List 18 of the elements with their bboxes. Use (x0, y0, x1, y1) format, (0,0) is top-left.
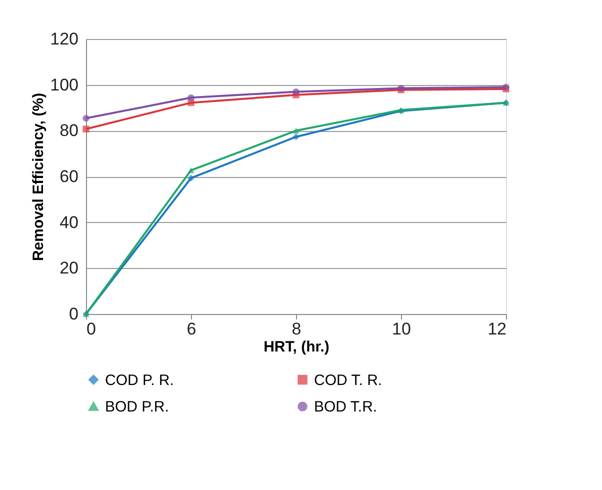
y-axis-title: Removal Efficiency, (%) (30, 92, 48, 262)
y-tick-label: 20 (60, 258, 78, 278)
x-tick-label: 6 (186, 320, 196, 338)
x-tick-label: 10 (392, 320, 411, 338)
y-tick-label: 60 (60, 167, 78, 186)
legend-label: COD T. R. (314, 372, 382, 389)
legend-label: BOD P.R. (105, 398, 169, 416)
x-tick-label: 0 (86, 320, 96, 338)
y-tick-label: 40 (60, 212, 78, 232)
x-axis-title: HRT, (hr.) (264, 338, 330, 356)
y-tick-label: 100 (50, 75, 78, 94)
legend-label: COD P. R. (105, 372, 174, 389)
y-tick-label: 0 (69, 304, 78, 324)
x-tick-label: 12 (488, 320, 506, 338)
y-tick-label: 80 (60, 121, 78, 140)
x-tick-label: 8 (292, 320, 302, 338)
legend-label: BOD T.R. (314, 398, 378, 416)
y-tick-label: 120 (50, 30, 78, 48)
